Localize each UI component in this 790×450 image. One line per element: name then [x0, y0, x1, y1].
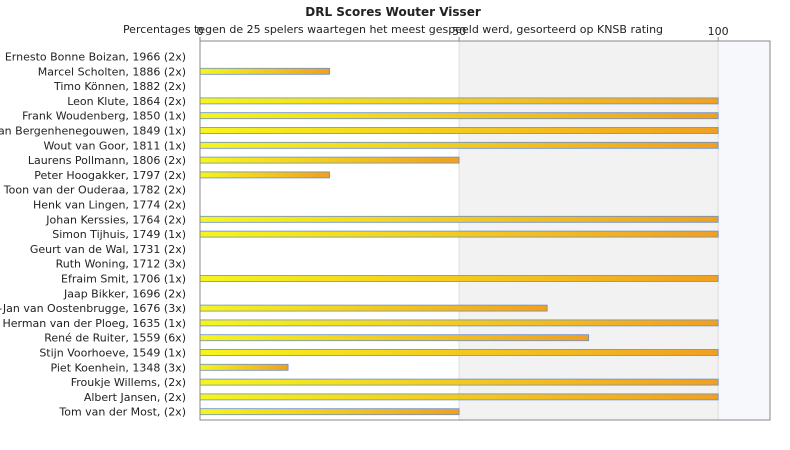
- category-label: Ernesto Bonne Boizan, 1966 (2x): [5, 51, 186, 64]
- category-label: Jaap Bikker, 1696 (2x): [63, 287, 186, 300]
- bar: [199, 230, 719, 238]
- category-label: Albert Jansen, (2x): [84, 391, 186, 404]
- category-label: Johan Kerssies, 1764 (2x): [45, 213, 186, 226]
- bar: [199, 112, 719, 120]
- chart-subtitle: Percentages tegen de 25 spelers waartege…: [123, 23, 663, 36]
- category-label: Simon Tijhuis, 1749 (1x): [52, 228, 186, 241]
- category-label: Wout van Goor, 1811 (1x): [43, 139, 186, 152]
- category-label: Frank Woudenberg, 1850 (1x): [22, 110, 186, 123]
- bar: [199, 127, 719, 134]
- category-label: Henk van Lingen, 1774 (2x): [33, 199, 186, 212]
- category-label: Froukje Willems, (2x): [71, 376, 186, 389]
- x-tick-label: 50: [452, 25, 466, 38]
- plot-frame: [199, 40, 771, 421]
- bar: [199, 319, 719, 327]
- x-tick-label: 100: [708, 25, 729, 38]
- category-label: Tom van der Most, (2x): [58, 406, 186, 419]
- bar: [199, 334, 590, 342]
- bars: [199, 67, 719, 416]
- bar: [199, 141, 719, 149]
- category-label: Leon Klute, 1864 (2x): [67, 95, 186, 108]
- category-label: Stijn Voorhoeve, 1549 (1x): [39, 347, 186, 360]
- chart-title: DRL Scores Wouter Visser: [305, 5, 481, 19]
- bar: [199, 275, 719, 282]
- bar: [199, 378, 719, 386]
- bar: [199, 349, 719, 356]
- category-label: Toon van der Ouderaa, 1782 (2x): [3, 184, 186, 197]
- bar: [199, 67, 330, 75]
- bar: [199, 304, 548, 312]
- bar: [199, 363, 289, 371]
- category-label: René de Ruiter, 1559 (6x): [44, 332, 186, 345]
- category-label: Efraim Smit, 1706 (1x): [61, 273, 186, 286]
- bar: [199, 408, 460, 416]
- category-label: Herman van der Ploeg, 1635 (1x): [2, 317, 186, 330]
- bar: [199, 156, 460, 164]
- category-labels: Ernesto Bonne Boizan, 1966 (2x)Marcel Sc…: [0, 51, 186, 419]
- category-label: Kees van Bergenhenegouwen, 1849 (1x): [0, 125, 186, 138]
- category-label: Peter Hoogakker, 1797 (2x): [34, 169, 186, 182]
- bar: [199, 171, 330, 179]
- bar: [199, 393, 719, 401]
- bar: [199, 215, 719, 223]
- band-100-110: [718, 41, 770, 420]
- category-label: Piet Koenhein, 1348 (3x): [50, 361, 186, 374]
- category-label: Geurt van de Wal, 1731 (2x): [30, 243, 186, 256]
- category-label: Ruth Woning, 1712 (3x): [56, 258, 186, 271]
- category-label: Laurens Pollmann, 1806 (2x): [28, 154, 186, 167]
- x-tick-label: 0: [197, 25, 204, 38]
- category-label: Gert-Jan van Oostenbrugge, 1676 (3x): [0, 302, 186, 315]
- category-label: Timo Können, 1882 (2x): [53, 80, 186, 93]
- bar: [199, 97, 719, 105]
- category-label: Marcel Scholten, 1886 (2x): [38, 65, 186, 78]
